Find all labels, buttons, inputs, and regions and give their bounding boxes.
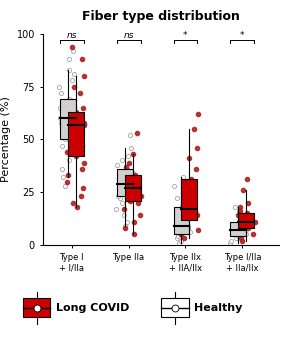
- Bar: [238, 213, 254, 228]
- Bar: [181, 180, 197, 220]
- Text: Healthy: Healthy: [194, 303, 243, 313]
- Bar: [68, 112, 84, 156]
- Text: ns: ns: [123, 31, 134, 40]
- Bar: [125, 175, 141, 201]
- Bar: [60, 99, 76, 139]
- Text: *: *: [183, 31, 188, 40]
- Bar: [117, 169, 132, 196]
- Text: *: *: [240, 31, 245, 40]
- Bar: [230, 222, 246, 236]
- Text: ns: ns: [67, 31, 77, 40]
- Title: Fiber type distribution: Fiber type distribution: [82, 10, 240, 23]
- Y-axis label: Percentage (%): Percentage (%): [1, 97, 11, 182]
- Text: Long COVID: Long COVID: [56, 303, 130, 313]
- Bar: [173, 207, 190, 234]
